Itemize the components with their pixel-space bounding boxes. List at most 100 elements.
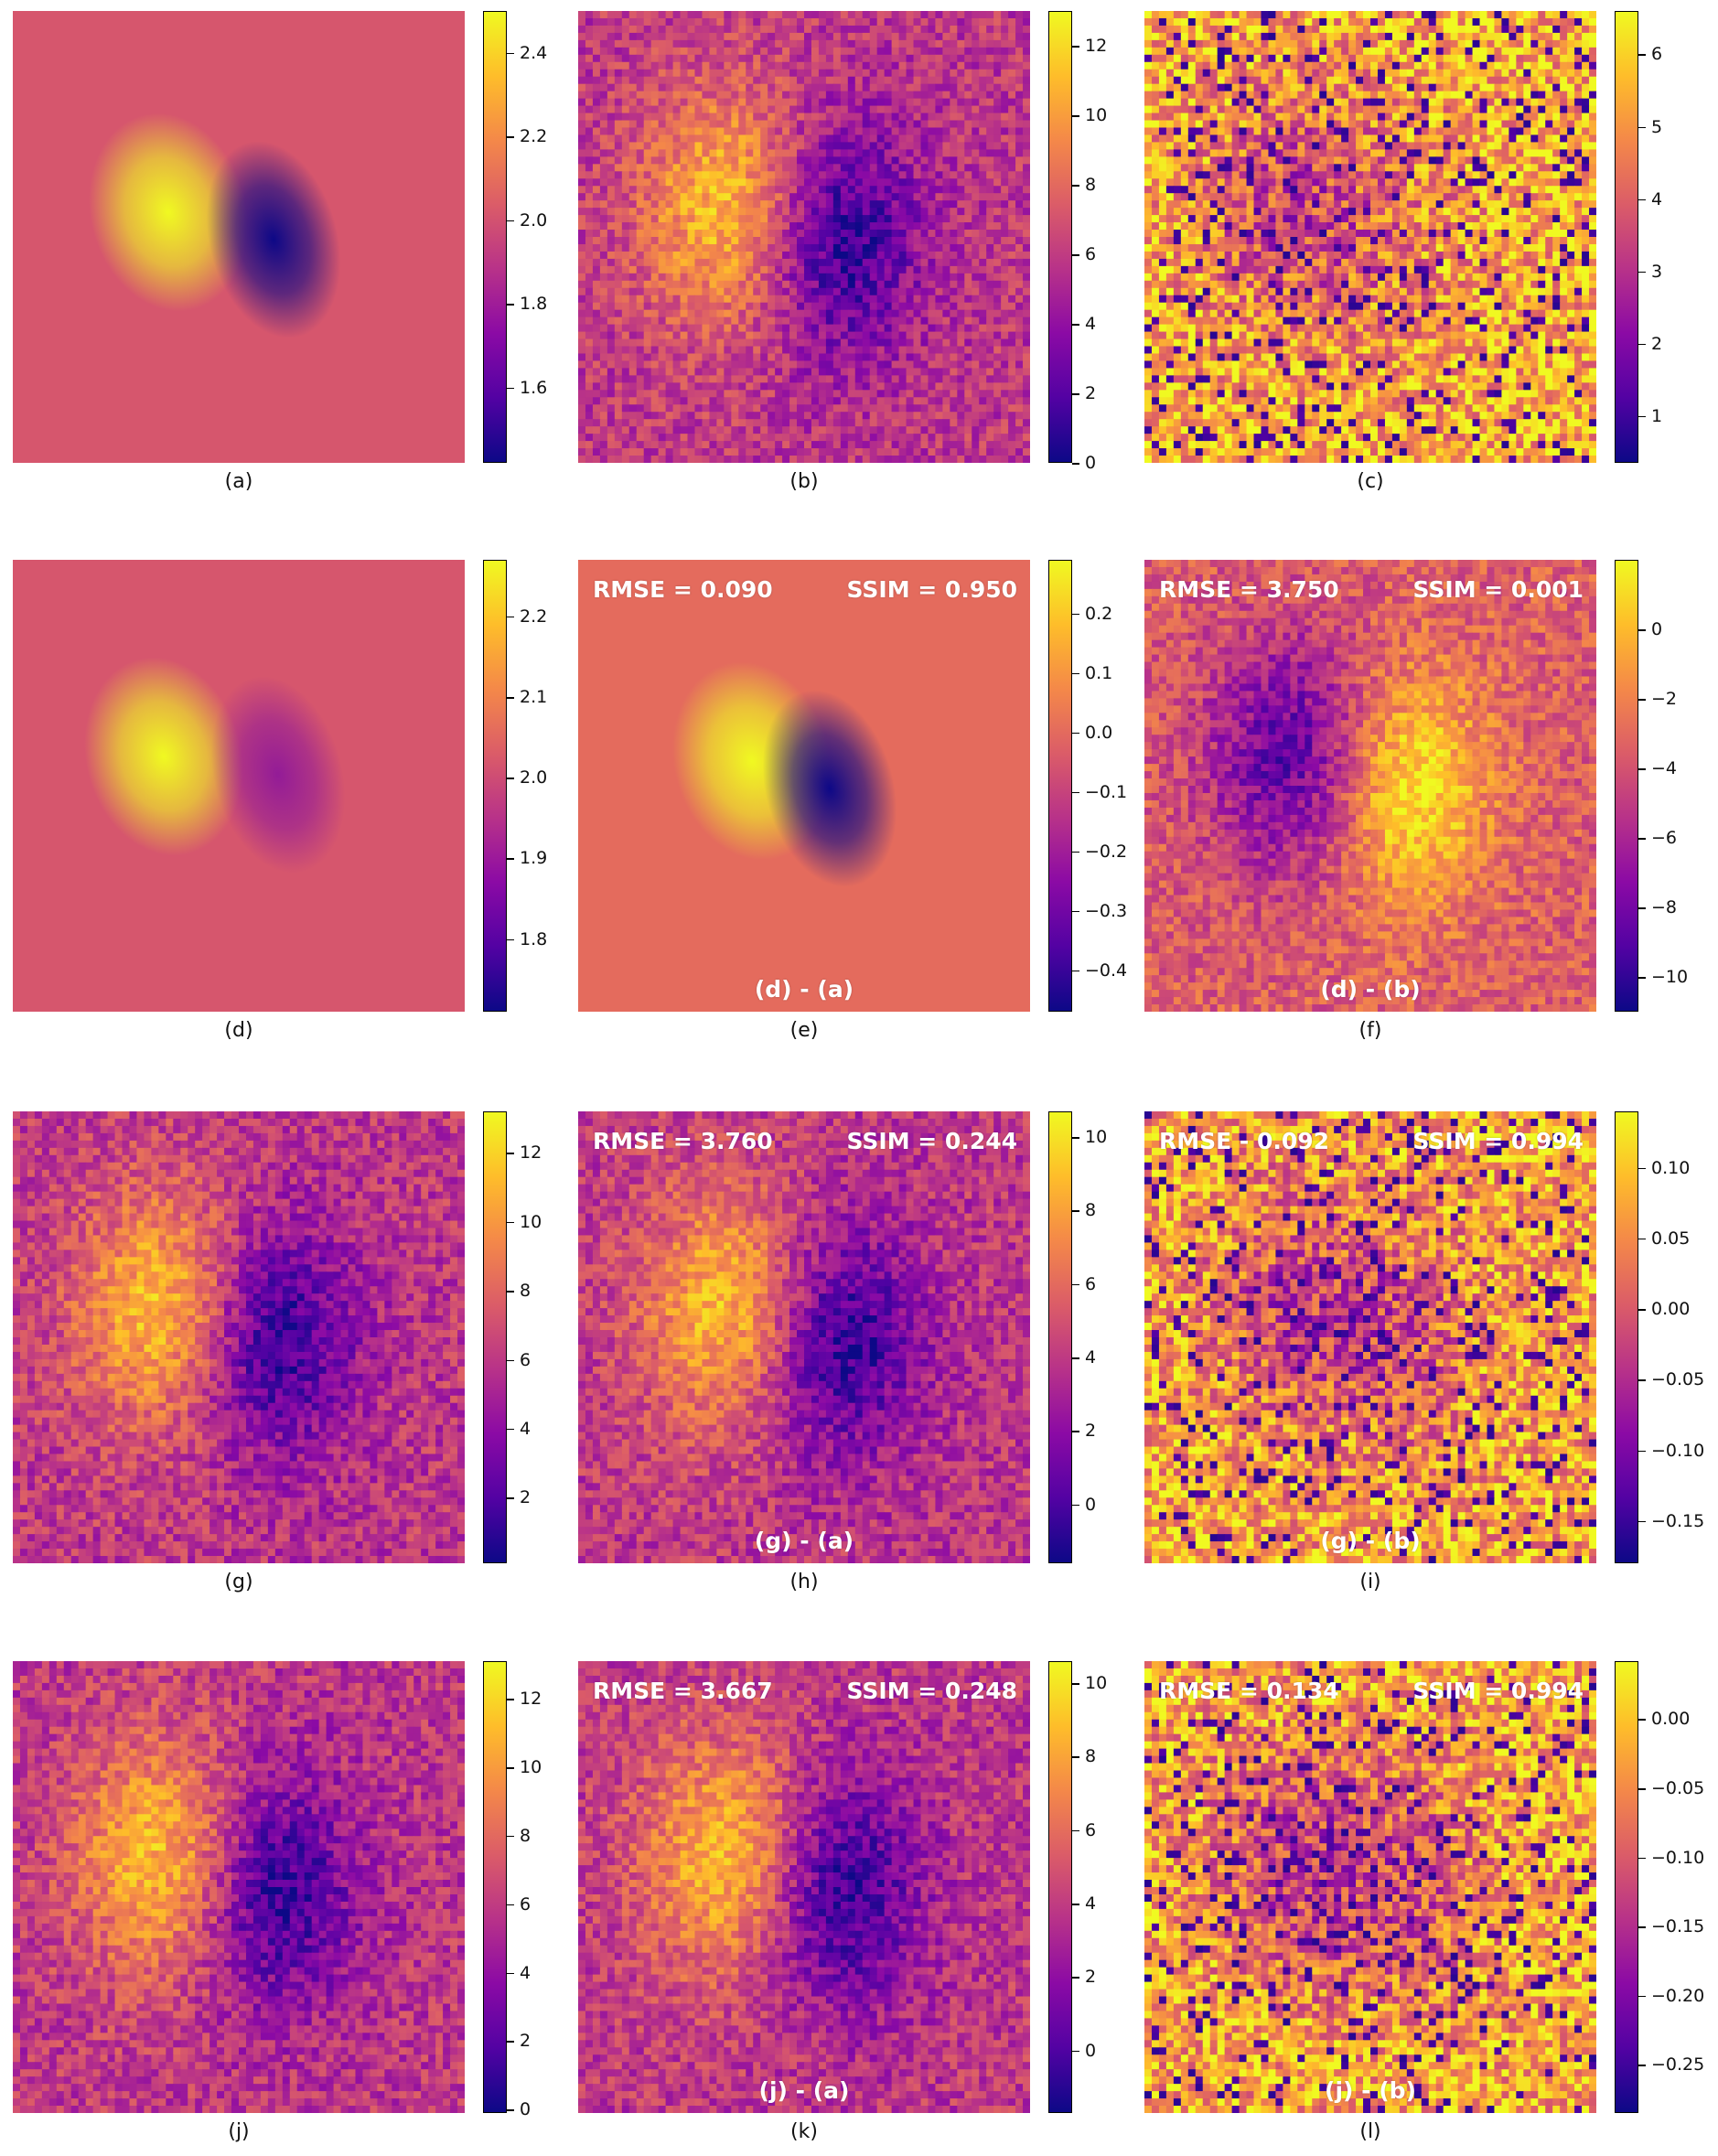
- tick-mark: [1072, 1683, 1079, 1685]
- panel-caption: (c): [1144, 470, 1596, 493]
- panel-caption: (l): [1144, 2120, 1596, 2143]
- panel-caption: (e): [578, 1019, 1030, 1042]
- tick-mark: [507, 616, 514, 618]
- panel-caption: (a): [13, 470, 465, 493]
- tick-mark: [1638, 198, 1646, 200]
- ssim-annotation: SSIM = 0.994: [1413, 1128, 1584, 1154]
- tick-label: 4: [520, 1963, 531, 1983]
- colorbar-h: [1048, 1111, 1072, 1563]
- heatmap-j: [13, 1661, 465, 2113]
- tick-label: 2: [520, 1487, 531, 1507]
- heatmap-i: RMSE - 0.092 SSIM = 0.994 (g) - (b): [1144, 1111, 1596, 1563]
- tick-mark: [1638, 907, 1646, 909]
- tick-mark: [1072, 1977, 1079, 1979]
- tick-label: 6: [520, 1894, 531, 1915]
- tick-mark: [1638, 1450, 1646, 1452]
- tick-label: −0.15: [1651, 1916, 1704, 1936]
- colorbar-c: [1615, 11, 1638, 463]
- dipole-lobe: [89, 113, 248, 312]
- tick-label: 12: [520, 1142, 542, 1163]
- tick-mark: [1638, 343, 1646, 346]
- tick-mark: [507, 1835, 514, 1838]
- colorbar-ticks-j: 0 2 4 6 8 10 12: [507, 1661, 589, 2119]
- tick-label: 4: [520, 1419, 531, 1439]
- tick-mark: [1638, 1995, 1646, 1998]
- tick-label: 0: [1085, 1495, 1096, 1515]
- tick-mark: [1072, 324, 1079, 326]
- tick-label: −0.25: [1651, 2054, 1704, 2075]
- tick-mark: [1072, 1137, 1079, 1139]
- tick-label: 2.2: [520, 606, 547, 627]
- colorbar-l: [1615, 1661, 1638, 2113]
- tick-mark: [1638, 1788, 1646, 1790]
- tick-label: 10: [520, 1212, 542, 1232]
- tick-mark: [507, 1153, 514, 1154]
- tick-mark: [1638, 629, 1646, 631]
- colorbar-g: [483, 1111, 507, 1563]
- colorbar-ticks-i: −0.15 −0.10 −0.05 0.00 0.05 0.10: [1638, 1111, 1718, 1563]
- ssim-annotation: SSIM = 0.994: [1413, 1678, 1584, 1704]
- tick-label: −0.15: [1651, 1511, 1704, 1531]
- heatmap-h: RMSE = 3.760 SSIM = 0.244 (g) - (a): [578, 1111, 1030, 1563]
- tick-label: 2.4: [520, 43, 547, 63]
- tick-label: 0.0: [1085, 723, 1112, 743]
- tick-label: 4: [1085, 1893, 1096, 1914]
- rmse-annotation: RMSE = 0.134: [1159, 1678, 1339, 1704]
- colorbar-f: [1615, 560, 1638, 1012]
- rmse-annotation: RMSE = 0.090: [593, 576, 773, 603]
- tick-mark: [507, 858, 514, 860]
- tick-mark: [1072, 851, 1079, 853]
- panel-caption: (j): [13, 2120, 465, 2143]
- tick-mark: [1638, 1926, 1646, 1928]
- heatmap-k: RMSE = 3.667 SSIM = 0.248 (j) - (a): [578, 1661, 1030, 2113]
- tick-mark: [1072, 46, 1079, 48]
- panel-caption: (i): [1144, 1571, 1596, 1593]
- tick-label: 0.1: [1085, 663, 1112, 683]
- tick-label: −0.05: [1651, 1778, 1704, 1798]
- panel-caption: (b): [578, 470, 1030, 493]
- tick-mark: [1638, 415, 1646, 418]
- heatmap-svg-g: [13, 1111, 465, 1563]
- tick-mark: [507, 1221, 514, 1224]
- heatmap-e: RMSE = 0.090 SSIM = 0.950 (d) - (a): [578, 560, 1030, 1012]
- heatmap-svg-h: [578, 1111, 1030, 1563]
- tick-label: −0.10: [1651, 1441, 1704, 1461]
- tick-label: 8: [520, 1281, 531, 1301]
- diff-annotation: (d) - (b): [1144, 976, 1596, 1003]
- heatmap-svg-a: [13, 11, 465, 463]
- tick-mark: [1072, 970, 1079, 971]
- tick-mark: [507, 1972, 514, 1975]
- tick-label: 1.6: [520, 378, 547, 398]
- panel-caption: (h): [578, 1571, 1030, 1593]
- panel-caption: (f): [1144, 1019, 1596, 1042]
- colorbar-k: [1048, 1661, 1072, 2113]
- tick-label: 2: [1085, 383, 1096, 403]
- tick-label: 6: [1085, 244, 1096, 264]
- tick-mark: [1072, 910, 1079, 912]
- tick-mark: [507, 1359, 514, 1361]
- tick-label: 0.05: [1651, 1228, 1690, 1249]
- tick-label: −0.10: [1651, 1848, 1704, 1868]
- colorbar-ticks-b: 0 2 4 6 8 10 12: [1072, 11, 1154, 473]
- tick-label: 2: [1651, 334, 1662, 354]
- colorbar-ticks-h: 0 2 4 6 8 10: [1072, 1111, 1154, 1563]
- heatmap-svg-f: [1144, 560, 1596, 1012]
- colorbar-d: [483, 560, 507, 1012]
- tick-label: −8: [1651, 897, 1677, 917]
- tick-mark: [507, 1291, 514, 1293]
- tick-mark: [507, 1699, 514, 1700]
- diff-annotation: (g) - (b): [1144, 1528, 1596, 1554]
- colorbar-e: [1048, 560, 1072, 1012]
- colorbar-a: [483, 11, 507, 463]
- dipole-lobe: [210, 676, 346, 874]
- heatmap-svg-j: [13, 1661, 465, 2113]
- rmse-annotation: RMSE = 3.667: [593, 1678, 773, 1704]
- heatmap-b: [578, 11, 1030, 463]
- tick-mark: [1072, 1283, 1079, 1286]
- tick-label: −10: [1651, 967, 1688, 987]
- heatmap-svg-c: [1144, 11, 1596, 463]
- colorbar-j: [483, 1661, 507, 2113]
- tick-label: 2: [520, 2031, 531, 2051]
- heatmap-svg-e: [578, 560, 1030, 1012]
- tick-mark: [1072, 463, 1079, 465]
